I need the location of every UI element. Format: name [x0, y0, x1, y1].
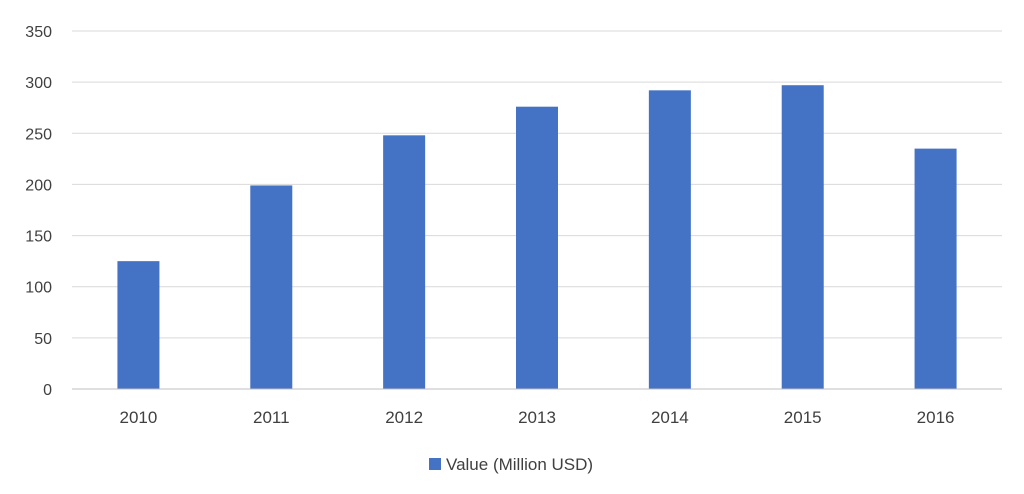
bars — [117, 85, 957, 389]
y-tick-label: 150 — [25, 229, 52, 246]
y-tick-label: 250 — [25, 126, 52, 143]
y-tick-label: 350 — [25, 24, 52, 41]
x-tick-label: 2015 — [784, 408, 822, 427]
x-tick-label: 2016 — [917, 408, 955, 427]
bar-2015 — [781, 85, 824, 389]
y-tick-label: 100 — [25, 280, 52, 297]
y-tick-label: 300 — [25, 75, 52, 92]
bar-2012 — [383, 135, 426, 389]
bar-2011 — [250, 185, 293, 389]
y-tick-label: 200 — [25, 177, 52, 194]
bar-2013 — [516, 106, 558, 389]
x-tick-label: 2012 — [385, 408, 423, 427]
x-tick-label: 2013 — [518, 408, 556, 427]
x-tick-label: 2014 — [651, 408, 689, 427]
x-tick-label: 2010 — [120, 408, 158, 427]
x-tick-label: 2011 — [253, 408, 290, 427]
bar-2016 — [914, 148, 957, 389]
legend-swatch — [429, 458, 441, 470]
y-tick-label: 0 — [43, 382, 52, 399]
y-axis-ticks: 0 50 100 150 200 250 300 350 — [25, 24, 52, 399]
y-tick-label: 50 — [34, 331, 52, 348]
legend-label: Value (Million USD) — [446, 455, 593, 474]
bar-2014 — [648, 90, 691, 389]
x-axis-ticks: 2010 2011 2012 2013 2014 2015 2016 — [120, 408, 955, 427]
legend: Value (Million USD) — [429, 455, 593, 474]
bar-2010 — [117, 261, 160, 389]
